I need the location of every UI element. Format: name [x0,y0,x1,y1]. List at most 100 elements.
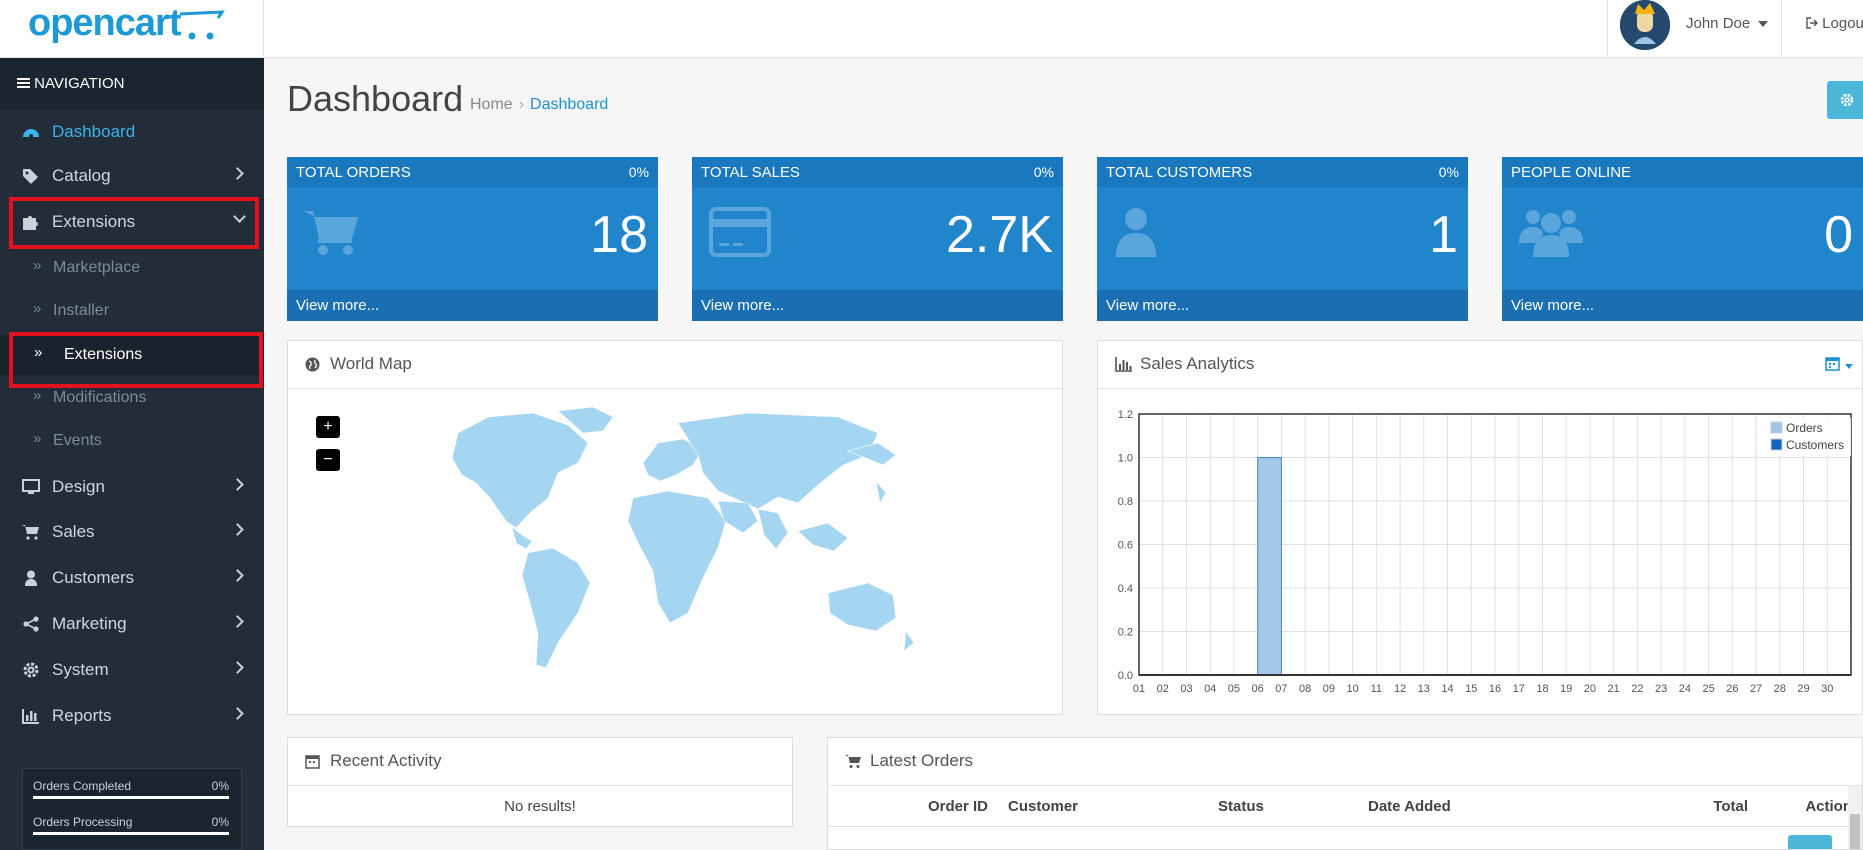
world-map-panel: World Map + − [287,340,1063,715]
stat-orders-processing: Orders Processing 0% [23,805,241,841]
column-header: Status [1208,788,1358,827]
column-header: Total [1558,788,1758,827]
panel-title: Latest Orders [870,751,973,770]
tile-percent: 0% [1033,164,1054,180]
x-tick-label: 10 [1346,683,1358,695]
sales-analytics-panel: Sales Analytics 0.0 0.2 0.4 0.6 0.8 1.0 1.2 01 0… [1097,340,1863,715]
sidebar-item-dashboard[interactable]: Dashboard [0,110,264,154]
x-tick-label: 23 [1655,683,1667,695]
x-tick-label: 27 [1750,683,1762,695]
order-stats: Orders Completed 0% Orders Processing 0% [22,768,242,850]
stat-value: 0% [211,779,229,793]
sidebar-item-label: Extensions [52,212,136,231]
double-angle-icon: » [33,430,42,447]
nav-header[interactable]: NAVIGATION [0,58,264,110]
logo[interactable]: opencart [0,0,264,58]
sidebar-item-reports[interactable]: Reports [0,694,264,738]
monitor-icon [22,479,40,494]
tile-value: 18 [590,206,648,264]
panel-heading: Recent Activity [288,738,792,786]
sidebar: NAVIGATION Dashboard Catalog Extensions … [0,58,264,850]
x-tick-label: 11 [1371,683,1382,695]
sidebar-item-marketing[interactable]: Marketing [0,602,264,646]
empty-message: No results! [504,798,576,815]
sidebar-item-sales[interactable]: Sales [0,510,264,554]
x-tick-label: 03 [1180,683,1192,695]
world-map[interactable] [418,403,938,693]
scrollbar-thumb[interactable] [1850,814,1860,849]
share-icon [23,616,39,632]
shopping-cart-icon [22,525,39,540]
breadcrumb-home[interactable]: Home [470,96,513,113]
gear-icon [23,662,39,678]
tile-percent: 0% [1438,164,1459,180]
legend-swatch [1770,438,1783,451]
column-header: Customer [998,788,1208,827]
tags-icon [23,169,38,184]
user-menu[interactable]: John Doe [1607,0,1782,58]
x-tick-label: 06 [1252,683,1264,695]
panel-heading: Latest Orders [828,738,1862,786]
tile-total-orders: TOTAL ORDERS 0% 18 View more... [287,157,658,321]
sidebar-subitem-label: Extensions [64,346,143,363]
view-more-link[interactable]: View more... [287,290,658,321]
avatar [1620,0,1670,50]
view-more-link[interactable]: View more... [1097,290,1468,321]
tile-people-online: PEOPLE ONLINE 0 View more... [1502,157,1863,321]
sidebar-subitem-installer[interactable]: » Installer [0,291,264,331]
sidebar-subitem-modifications[interactable]: » Modifications [0,378,264,418]
dashboard-icon [23,129,39,138]
view-more-link[interactable]: View more... [692,290,1063,321]
chevron-right-icon [231,615,244,628]
sidebar-subitem-events[interactable]: » Events [0,421,264,461]
range-dropdown[interactable] [1825,356,1853,376]
legend-label: Customers [1786,438,1844,452]
x-tick-label: 21 [1608,683,1620,695]
globe-icon [305,357,320,372]
sidebar-item-customers[interactable]: Customers [0,556,264,600]
x-tick-label: 20 [1584,683,1596,695]
breadcrumb-current[interactable]: Dashboard [530,96,609,113]
credit-card-icon [709,207,771,257]
sidebar-item-catalog[interactable]: Catalog [0,154,264,198]
action-button[interactable] [1788,835,1832,849]
zoom-in-button[interactable]: + [316,416,340,438]
x-tick-label: 28 [1774,683,1786,695]
breadcrumb: Home › Dashboard [470,96,608,114]
view-more-link[interactable]: View more... [1502,290,1863,321]
sidebar-item-design[interactable]: Design [0,465,264,509]
y-tick-label: 0.4 [1118,583,1133,595]
scrollbar[interactable] [1848,786,1862,849]
highlight-box [9,332,263,388]
latest-orders-panel: Latest Orders Order ID Customer Status D… [827,737,1863,850]
sidebar-item-label: Sales [52,522,95,541]
panel-title: World Map [330,354,412,373]
chevron-right-icon [231,167,244,180]
orders-table: Order ID Customer Status Date Added Tota… [828,788,1862,827]
sidebar-item-label: Catalog [52,166,111,185]
settings-button[interactable] [1827,81,1863,119]
stat-label: Orders Processing [33,815,133,829]
tile-total-sales: TOTAL SALES 0% 2.7K View more... [692,157,1063,321]
panel-title: Sales Analytics [1140,354,1255,373]
logout-link[interactable]: Logout [1806,15,1863,32]
sidebar-subitem-marketplace[interactable]: » Marketplace [0,248,264,288]
zoom-out-button[interactable]: − [316,449,340,471]
sidebar-item-system[interactable]: System [0,648,264,692]
y-tick-label: 0.6 [1118,540,1133,552]
y-tick-label: 0.0 [1118,670,1133,682]
tile-percent: 0% [628,164,649,180]
bar-chart-icon [22,709,39,724]
column-header: Date Added [1358,788,1558,827]
x-tick-label: 22 [1631,683,1643,695]
sidebar-item-extensions[interactable]: Extensions [0,200,264,244]
x-tick-label: 30 [1821,683,1833,695]
x-tick-label: 24 [1679,683,1691,695]
sidebar-subitem-extensions[interactable]: » Extensions [0,335,264,375]
shopping-cart-icon [845,755,861,768]
panel-heading: World Map [288,341,1062,389]
double-angle-icon: » [33,387,42,404]
chevron-right-icon [231,569,244,582]
tile-value: 1 [1429,206,1458,264]
bars-icon [17,78,30,88]
